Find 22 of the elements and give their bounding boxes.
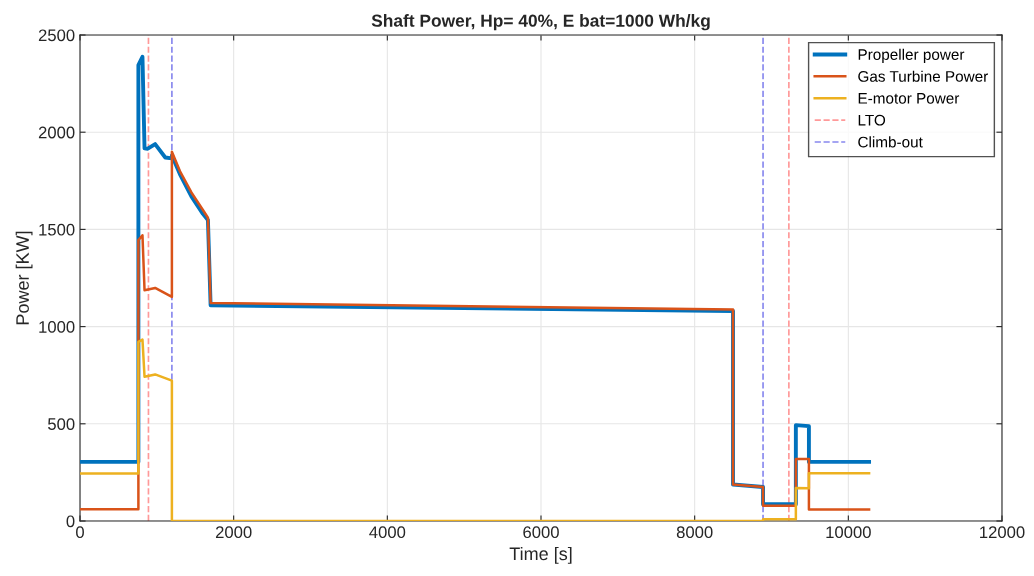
legend-label: E-motor Power [858, 93, 960, 104]
line-series [80, 338, 871, 521]
x-tick-label: 2000 [215, 526, 252, 539]
y-tick-label: 2000 [38, 126, 75, 139]
x-tick-label: 10000 [826, 526, 871, 539]
legend-label: Climb-out [858, 136, 923, 148]
x-tick-label: 0 [76, 526, 84, 539]
y-axis-title: Power [KW] [15, 231, 33, 325]
y-tick-label: 0 [66, 515, 75, 528]
x-axis-title: Time [s] [509, 546, 572, 564]
y-tick-label: 2500 [38, 29, 75, 42]
legend-label: Propeller power [858, 48, 965, 63]
chart-title: Shaft Power, Hp= 40%, E bat=1000 Wh/kg [371, 14, 710, 31]
x-tick-label: 4000 [369, 526, 406, 539]
x-tick-label: 8000 [676, 526, 713, 539]
y-tick-label: 500 [48, 418, 75, 430]
legend-label: Gas Turbine Power [858, 70, 988, 82]
x-tick-label: 12000 [980, 526, 1025, 539]
legend-label: LTO [858, 114, 886, 126]
y-tick-label: 1500 [39, 223, 75, 236]
y-tick-label: 1000 [39, 321, 75, 333]
x-tick-label: 6000 [523, 526, 559, 539]
